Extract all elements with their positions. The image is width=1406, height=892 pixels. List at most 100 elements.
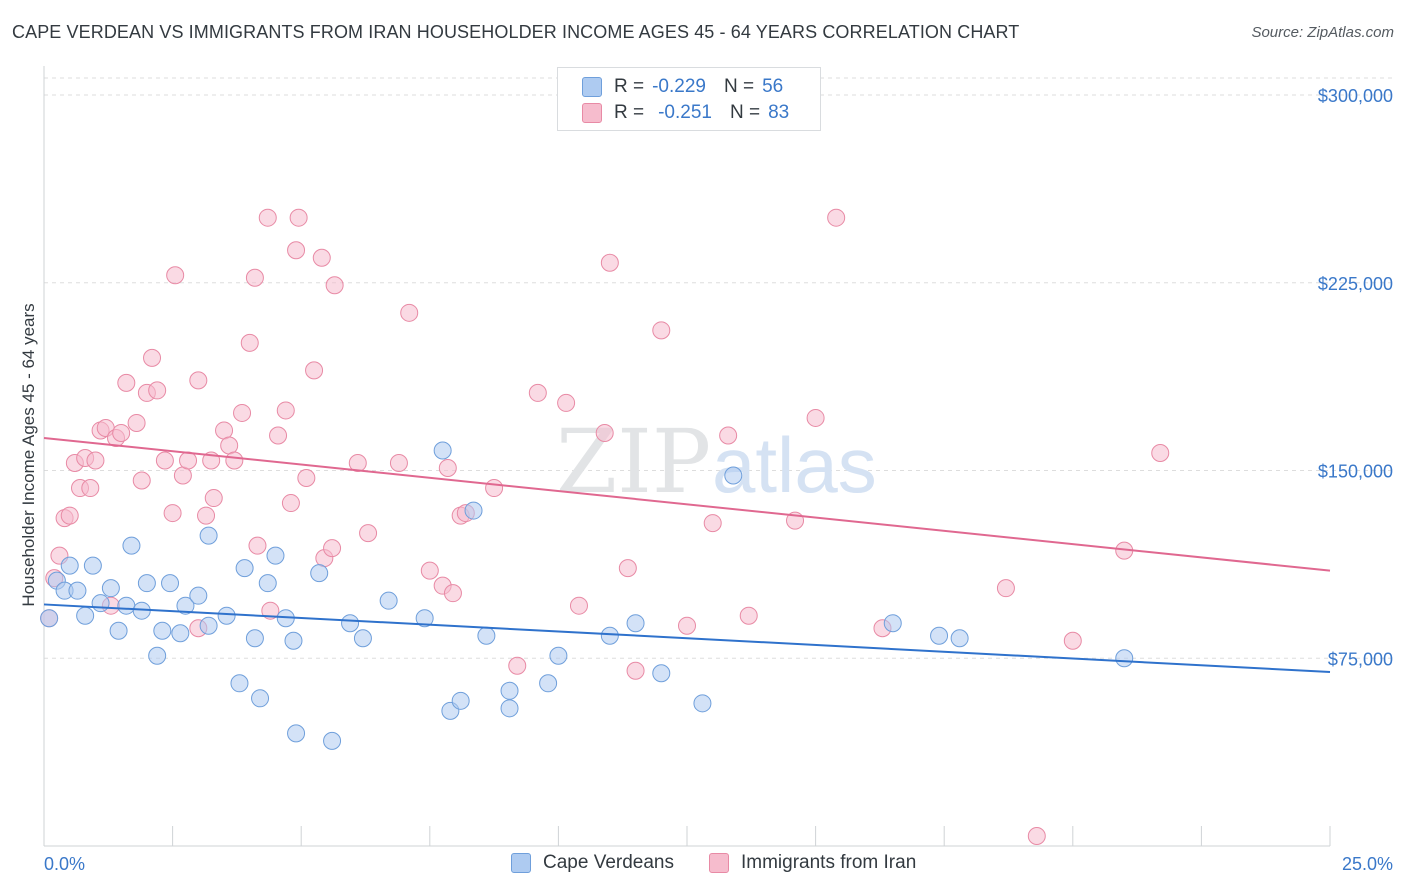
- iran-point: [248, 536, 267, 555]
- iran-point: [86, 451, 105, 470]
- cape-verdean-point: [199, 616, 218, 635]
- cape-verdean-point: [323, 731, 342, 750]
- iran-point: [281, 494, 300, 513]
- iran-point: [197, 506, 216, 525]
- cape-verdean-point: [693, 694, 712, 713]
- iran-point: [400, 303, 419, 322]
- cape-verdean-point: [40, 609, 59, 628]
- iran-points: [40, 208, 1170, 845]
- iran-point: [827, 208, 846, 227]
- cape-verdean-point: [176, 596, 195, 615]
- iran-point: [557, 393, 576, 412]
- cape-verdean-point: [341, 614, 360, 633]
- iran-point: [485, 479, 504, 498]
- cape-verdean-point: [137, 574, 156, 593]
- iran-point: [173, 466, 192, 485]
- y-tick-label: $300,000: [1318, 86, 1393, 106]
- watermark: ZIP atlas: [556, 410, 877, 513]
- cape-verdean-point: [433, 441, 452, 460]
- iran-point: [143, 348, 162, 367]
- cape-verdean-point: [353, 629, 372, 648]
- y-tick-label: $75,000: [1328, 649, 1393, 669]
- pink-swatch: [709, 853, 729, 873]
- cape-verdean-trend-line: [43, 603, 1331, 674]
- cape-verdean-point: [477, 626, 496, 645]
- iran-point: [132, 471, 151, 490]
- cape-verdean-point: [217, 606, 236, 625]
- axes: [43, 66, 1331, 847]
- cape-verdean-point: [539, 674, 558, 693]
- iran-point: [60, 506, 79, 525]
- iran-point: [389, 454, 408, 473]
- n-value: 56: [762, 76, 784, 97]
- cape-verdean-point: [464, 501, 483, 520]
- iran-point: [595, 423, 614, 442]
- iran-point: [189, 371, 208, 390]
- cape-verdean-point: [549, 646, 568, 665]
- iran-point: [179, 451, 198, 470]
- cape-verdean-point: [148, 646, 167, 665]
- cape-verdean-point: [266, 546, 285, 565]
- iran-point: [1151, 443, 1170, 462]
- x-tick-label: 0.0%: [44, 854, 85, 874]
- iran-point: [204, 489, 223, 508]
- r-label: R =: [614, 76, 645, 97]
- iran-point: [163, 504, 182, 523]
- iran-point: [225, 451, 244, 470]
- iran-point: [240, 333, 259, 352]
- iran-point: [806, 408, 825, 427]
- watermark-atlas: atlas: [712, 421, 877, 509]
- legend-item-iran: Immigrants from Iran: [709, 852, 916, 874]
- iran-point: [325, 276, 344, 295]
- cape-verdean-point: [600, 626, 619, 645]
- cape-verdean-point: [251, 689, 270, 708]
- correlation-legend: R = -0.229 N = 56 R = -0.251 N = 83: [557, 67, 821, 131]
- iran-point: [719, 426, 738, 445]
- r-value: -0.251: [658, 102, 712, 123]
- iran-point: [81, 479, 100, 498]
- cape-verdean-point: [1115, 649, 1134, 668]
- iran-point: [739, 606, 758, 625]
- iran-point: [652, 321, 671, 340]
- x-tick-label: 25.0%: [1342, 854, 1393, 874]
- cape-verdean-point: [310, 564, 329, 583]
- chart-title: CAPE VERDEAN VS IMMIGRANTS FROM IRAN HOU…: [12, 22, 1020, 42]
- cape-verdean-point: [153, 621, 172, 640]
- cape-verdean-point: [117, 596, 136, 615]
- iran-point: [258, 208, 277, 227]
- cape-verdean-point: [91, 594, 110, 613]
- cape-verdean-point: [626, 614, 645, 633]
- trend-lines: [43, 436, 1331, 674]
- iran-point: [112, 423, 131, 442]
- tick-labels: $75,000 $150,000 $225,000 $300,000 0.0% 25.0%: [44, 86, 1393, 874]
- cape-verdean-point: [109, 621, 128, 640]
- cape-verdean-point: [76, 606, 95, 625]
- cape-verdean-point: [258, 574, 277, 593]
- cape-verdean-point: [883, 614, 902, 633]
- blue-swatch: [511, 853, 531, 873]
- cape-verdean-point: [652, 664, 671, 683]
- legend-label: Immigrants from Iran: [741, 852, 917, 873]
- legend-item-cape-verdeans: Cape Verdeans: [511, 852, 674, 874]
- r-label: R =: [614, 102, 645, 123]
- cape-verdean-point: [230, 674, 249, 693]
- cape-verdean-point: [161, 574, 180, 593]
- iran-point: [508, 656, 527, 675]
- iran-point: [312, 248, 331, 267]
- iran-point: [127, 413, 146, 432]
- cape-verdean-point: [930, 626, 949, 645]
- r-value: -0.229: [652, 76, 706, 97]
- y-tick-label: $150,000: [1318, 462, 1393, 482]
- cape-verdean-point: [415, 609, 434, 628]
- cape-verdean-point: [379, 591, 398, 610]
- iran-point: [148, 381, 167, 400]
- cape-verdean-point: [284, 631, 303, 650]
- iran-point: [438, 459, 457, 478]
- iran-point: [420, 561, 439, 580]
- iran-point: [443, 584, 462, 603]
- legend-row-iran: R = -0.251 N = 83: [582, 101, 789, 125]
- iran-point: [155, 451, 174, 470]
- cape-verdean-point: [287, 724, 306, 743]
- iran-point: [703, 514, 722, 533]
